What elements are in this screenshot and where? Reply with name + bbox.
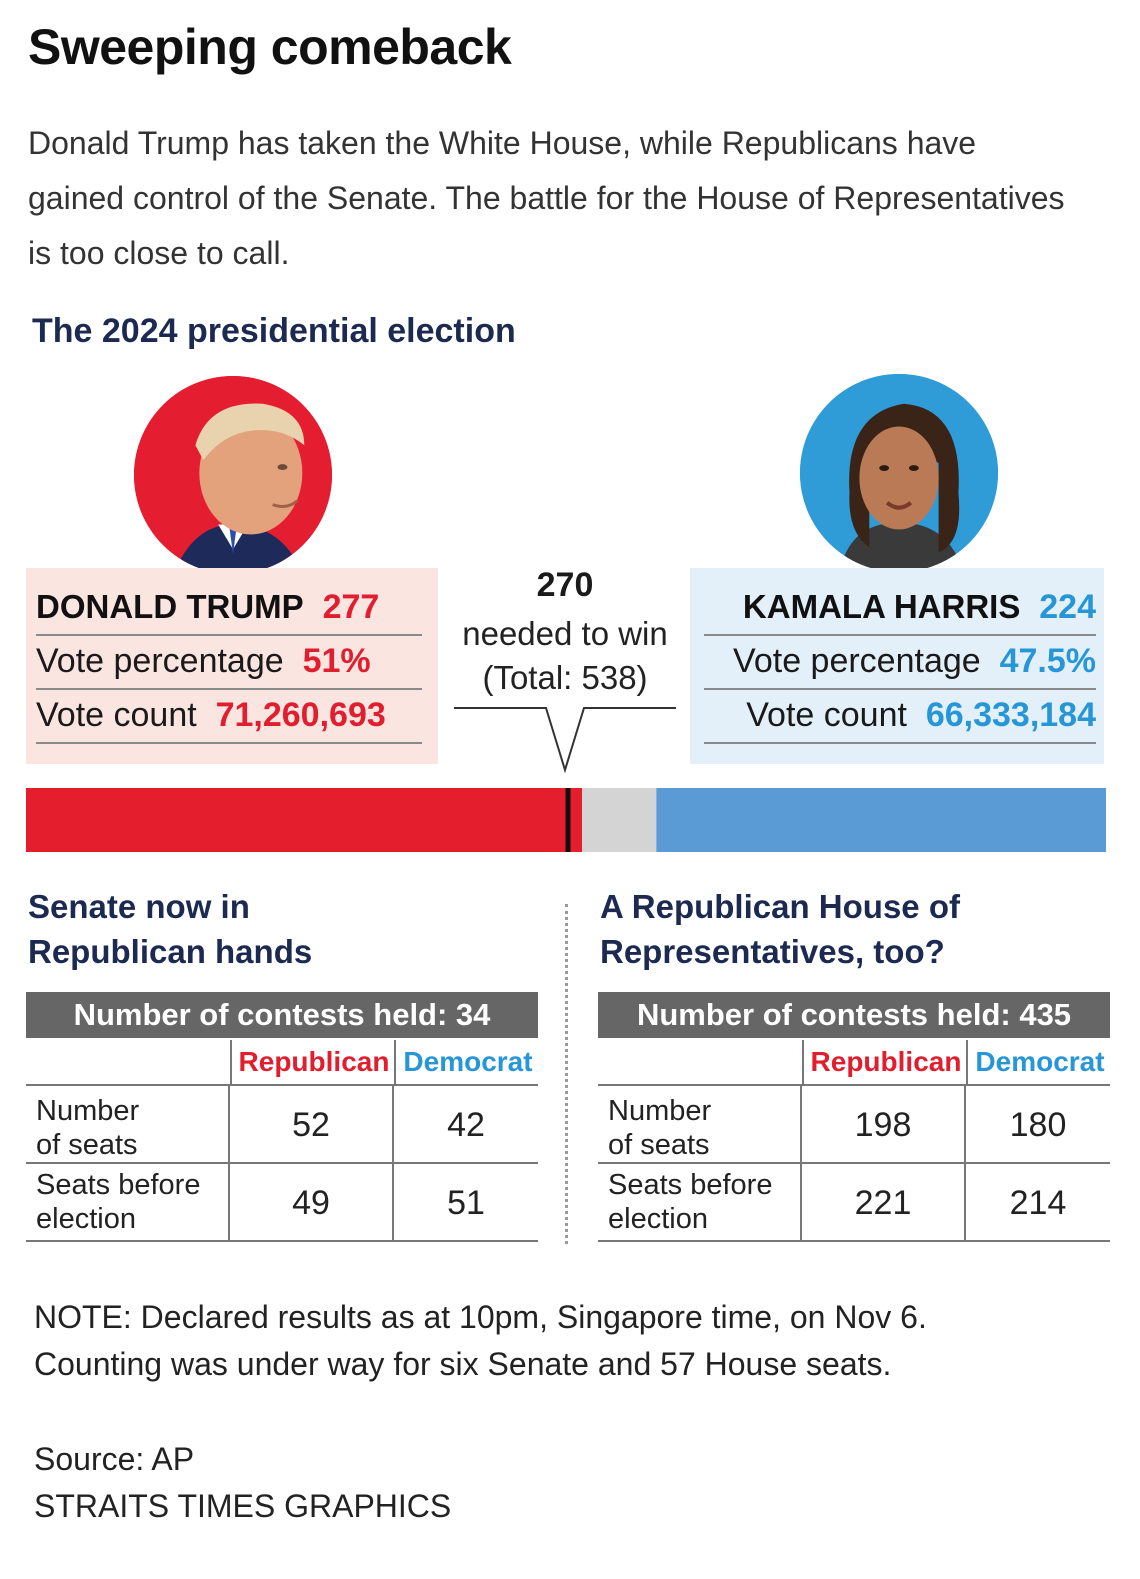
harris-electoral-votes: 224 [1039,588,1096,626]
trump-name: DONALD TRUMP [36,588,304,625]
source-line: Source: AP [34,1441,195,1477]
senate-title-line2: Republican hands [28,933,313,970]
house-row-label: Seats before election [608,1168,798,1236]
house-title-line2: Representatives, too? [600,933,945,970]
senate-dem-before: 51 [447,1184,485,1222]
harris-pct-row: Vote percentage 47.5% [704,634,1096,690]
row-label-line: Seats before [608,1169,773,1201]
trump-pct-label: Vote percentage [36,642,284,680]
row-label-line: election [36,1203,136,1235]
table-rule [598,1240,1110,1242]
intro-text: Donald Trump has taken the White House, … [28,125,1065,271]
footnote-line2: Counting was under way for six Senate an… [34,1346,892,1382]
harris-portrait-icon [800,374,998,572]
trump-portrait-icon [134,376,332,574]
harris-results-box: KAMALA HARRIS 224 Vote percentage 47.5% … [690,568,1104,764]
senate-banner: Number of contests held: 34 [26,992,538,1038]
house-title-line1: A Republican House of [600,888,960,925]
house-dem-seats: 180 [1009,1106,1067,1144]
harris-count-label: Vote count [746,696,907,734]
trump-count-label: Vote count [36,696,197,734]
trump-vote-pct: 51% [302,642,371,680]
trump-vote-count: 71,260,693 [215,696,386,734]
win-threshold-line2: (Total: 538) [482,659,648,696]
win-threshold-line1: needed to win [462,615,668,652]
senate-title-line1: Senate now in [28,888,250,925]
senate-col-democrat: Democrat [394,1040,540,1084]
win-threshold-text: needed to win (Total: 538) [440,612,690,700]
row-label-line: Seats before [36,1169,201,1201]
electoral-vote-bar [26,788,1106,852]
section-divider [565,904,568,1244]
senate-row-label: Seats before election [36,1168,226,1236]
ev-bar-undecided [582,788,657,852]
house-title: A Republican House of Representatives, t… [600,884,1100,974]
table-rule [26,1162,538,1164]
trump-pct-row: Vote percentage 51% [36,634,422,690]
senate-col-republican: Republican [230,1040,396,1084]
harris-vote-count: 66,333,184 [925,696,1096,734]
harris-count-row: Vote count 66,333,184 [704,688,1096,744]
ev-bar-democrat [656,788,1106,852]
row-label-line: of seats [608,1129,710,1161]
harris-vote-pct: 47.5% [999,642,1096,680]
row-label-line: Number [608,1095,712,1127]
senate-dem-seats: 42 [447,1106,485,1144]
table-rule [26,1084,538,1086]
senate-rep-seats: 52 [292,1106,330,1144]
trump-electoral-votes: 277 [322,588,380,626]
house-col-democrat: Democrat [966,1040,1112,1084]
row-label-line: Number [36,1095,140,1127]
house-dem-before: 214 [1009,1184,1067,1222]
table-vline [964,1086,966,1240]
presidential-section-title: The 2024 presidential election [32,312,516,350]
trump-results-box: DONALD TRUMP 277 Vote percentage 51% Vot… [26,568,438,764]
harris-name: KAMALA HARRIS [742,588,1021,625]
headline: Sweeping comeback [28,19,512,75]
table-rule [598,1162,1110,1164]
row-label-line: election [608,1203,708,1235]
ev-threshold-line [565,788,571,852]
trump-portrait [134,376,332,574]
senate-title: Senate now in Republican hands [28,884,528,974]
footnote-line1: NOTE: Declared results as at 10pm, Singa… [34,1299,927,1335]
house-row-label: Number of seats [608,1094,798,1162]
senate-row-label: Number of seats [36,1094,226,1162]
win-threshold-number: 270 [536,566,594,604]
house-col-republican: Republican [802,1040,968,1084]
table-rule [26,1240,538,1242]
trump-name-row: DONALD TRUMP 277 [36,580,422,636]
house-rep-seats: 198 [854,1106,912,1144]
trump-count-row: Vote count 71,260,693 [36,688,422,744]
credit-line: STRAITS TIMES GRAPHICS [34,1488,452,1524]
house-rep-before: 221 [854,1184,912,1222]
house-banner: Number of contests held: 435 [598,992,1110,1038]
row-label-line: of seats [36,1129,138,1161]
table-vline [228,1086,230,1240]
table-vline [392,1086,394,1240]
harris-portrait [800,374,998,572]
table-vline [800,1086,802,1240]
ev-bar-republican [26,788,583,852]
harris-pct-label: Vote percentage [733,642,981,680]
footnote: NOTE: Declared results as at 10pm, Singa… [34,1294,1114,1388]
senate-rep-before: 49 [292,1184,330,1222]
table-rule [598,1084,1110,1086]
harris-name-row: KAMALA HARRIS 224 [704,580,1096,636]
threshold-pointer-icon [454,707,676,774]
